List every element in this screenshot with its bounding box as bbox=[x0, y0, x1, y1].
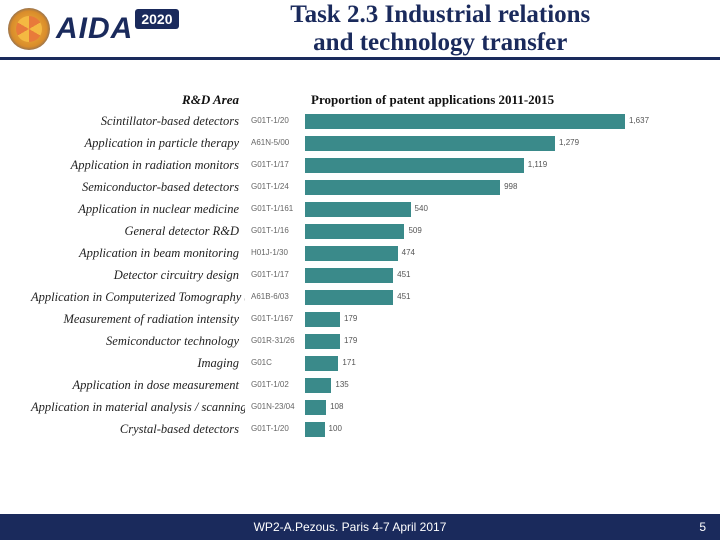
bar: 108 bbox=[305, 400, 326, 415]
row-label: Crystal-based detectors bbox=[25, 418, 245, 440]
bar: 509 bbox=[305, 224, 404, 239]
row-bar-cell: 1,637 bbox=[305, 110, 665, 132]
row-label: Semiconductor technology bbox=[25, 330, 245, 352]
bar: 1,279 bbox=[305, 136, 555, 151]
row-bar-cell: 108 bbox=[305, 396, 665, 418]
row-bar-cell: 509 bbox=[305, 220, 665, 242]
row-label: Imaging bbox=[25, 352, 245, 374]
row-label: Application in material analysis / scann… bbox=[25, 396, 245, 418]
row-label: Application in dose measurement bbox=[25, 374, 245, 396]
col-header-area: R&D Area bbox=[25, 90, 245, 110]
content: R&D Area Proportion of patent applicatio… bbox=[0, 60, 720, 514]
bar-value: 100 bbox=[329, 424, 342, 433]
row-bar-cell: 135 bbox=[305, 374, 665, 396]
row-bar-cell: 998 bbox=[305, 176, 665, 198]
row-label: Application in Computerized Tomography (… bbox=[25, 286, 245, 308]
row-bar-cell: 474 bbox=[305, 242, 665, 264]
row-code: G01T-1/167 bbox=[245, 308, 305, 330]
row-label: Application in radiation monitors bbox=[25, 154, 245, 176]
logo-text: AIDA bbox=[56, 12, 133, 46]
row-code: G01T-1/17 bbox=[245, 154, 305, 176]
bar-value: 179 bbox=[344, 314, 357, 323]
bar-value: 509 bbox=[408, 226, 421, 235]
row-label: Detector circuitry design bbox=[25, 264, 245, 286]
bar: 451 bbox=[305, 268, 393, 283]
row-bar-cell: 179 bbox=[305, 330, 665, 352]
bar: 540 bbox=[305, 202, 411, 217]
row-label: Application in beam monitoring bbox=[25, 242, 245, 264]
bar: 179 bbox=[305, 312, 340, 327]
footer-text: WP2-A.Pezous. Paris 4-7 April 2017 bbox=[14, 520, 686, 534]
bar: 135 bbox=[305, 378, 331, 393]
bar: 474 bbox=[305, 246, 398, 261]
row-bar-cell: 179 bbox=[305, 308, 665, 330]
bar-value: 108 bbox=[330, 402, 343, 411]
title-line-1: Task 2.3 Industrial relations bbox=[179, 1, 703, 29]
bar-value: 1,637 bbox=[629, 116, 649, 125]
footer: WP2-A.Pezous. Paris 4-7 April 2017 5 bbox=[0, 514, 720, 540]
logo-icon bbox=[8, 8, 50, 50]
row-code: G01T-1/16 bbox=[245, 220, 305, 242]
row-code: A61B-6/03 bbox=[245, 286, 305, 308]
bar-value: 1,119 bbox=[528, 160, 547, 169]
row-bar-cell: 540 bbox=[305, 198, 665, 220]
row-code: G01T-1/20 bbox=[245, 418, 305, 440]
bar-value: 171 bbox=[342, 358, 355, 367]
row-code: G01C bbox=[245, 352, 305, 374]
col-header-proportion: Proportion of patent applications 2011-2… bbox=[305, 90, 665, 110]
row-label: Application in particle therapy bbox=[25, 132, 245, 154]
row-bar-cell: 1,279 bbox=[305, 132, 665, 154]
patent-bar-chart: R&D Area Proportion of patent applicatio… bbox=[25, 90, 665, 440]
row-bar-cell: 451 bbox=[305, 264, 665, 286]
bar: 998 bbox=[305, 180, 500, 195]
row-label: Semiconductor-based detectors bbox=[25, 176, 245, 198]
row-code: G01T-1/17 bbox=[245, 264, 305, 286]
slide: AIDA 2020 Task 2.3 Industrial relations … bbox=[0, 0, 720, 540]
row-code: G01R-31/26 bbox=[245, 330, 305, 352]
row-code: G01T-1/24 bbox=[245, 176, 305, 198]
bar: 1,637 bbox=[305, 114, 625, 129]
row-label: Measurement of radiation intensity bbox=[25, 308, 245, 330]
bar: 179 bbox=[305, 334, 340, 349]
logo-year: 2020 bbox=[135, 9, 178, 29]
bar: 171 bbox=[305, 356, 338, 371]
bar: 1,119 bbox=[305, 158, 524, 173]
header: AIDA 2020 Task 2.3 Industrial relations … bbox=[0, 0, 720, 60]
bar: 100 bbox=[305, 422, 325, 437]
bar-value: 179 bbox=[344, 336, 357, 345]
row-label: General detector R&D bbox=[25, 220, 245, 242]
page-title: Task 2.3 Industrial relations and techno… bbox=[179, 1, 713, 56]
title-line-2: and technology transfer bbox=[179, 29, 703, 57]
bar-value: 451 bbox=[397, 270, 410, 279]
bar-value: 135 bbox=[335, 380, 348, 389]
bar-value: 998 bbox=[504, 182, 517, 191]
row-code: G01T-1/02 bbox=[245, 374, 305, 396]
bar-value: 451 bbox=[397, 292, 410, 301]
row-bar-cell: 100 bbox=[305, 418, 665, 440]
page-number: 5 bbox=[686, 520, 706, 534]
row-code: A61N-5/00 bbox=[245, 132, 305, 154]
bar-value: 540 bbox=[415, 204, 428, 213]
bar-value: 474 bbox=[402, 248, 415, 257]
row-label: Scintillator-based detectors bbox=[25, 110, 245, 132]
row-bar-cell: 171 bbox=[305, 352, 665, 374]
bar-value: 1,279 bbox=[559, 138, 579, 147]
logo: AIDA 2020 bbox=[8, 8, 179, 50]
row-code: G01T-1/161 bbox=[245, 198, 305, 220]
row-code: G01N-23/04 bbox=[245, 396, 305, 418]
row-bar-cell: 451 bbox=[305, 286, 665, 308]
row-label: Application in nuclear medicine bbox=[25, 198, 245, 220]
bar: 451 bbox=[305, 290, 393, 305]
row-bar-cell: 1,119 bbox=[305, 154, 665, 176]
row-code: G01T-1/20 bbox=[245, 110, 305, 132]
row-code: H01J-1/30 bbox=[245, 242, 305, 264]
